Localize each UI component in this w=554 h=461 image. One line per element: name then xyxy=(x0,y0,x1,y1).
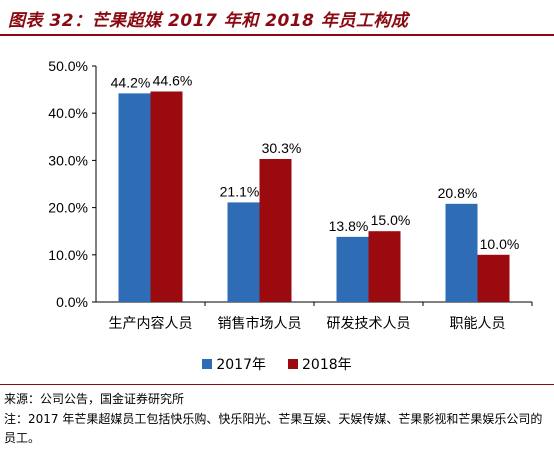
bar-chart: 0.0% 10.0% 20.0% 30.0% 40.0% 50.0% 生产内容人员 44.2%… xyxy=(48,58,533,332)
legend: 2017年 2018年 xyxy=(0,354,554,374)
title-rule xyxy=(0,34,554,36)
bar-2017 xyxy=(445,203,478,302)
data-label: 44.6% xyxy=(153,72,193,88)
legend-label-2018: 2018年 xyxy=(302,357,352,373)
data-label: 44.2% xyxy=(111,74,151,90)
source-text: 来源：公司公告，国金证券研究所 xyxy=(4,392,185,406)
bar-2017 xyxy=(118,93,151,302)
y-tick-label: 40.0% xyxy=(48,105,88,121)
y-tick-label: 0.0% xyxy=(56,294,88,310)
legend-swatch-2018 xyxy=(288,359,298,369)
y-tick-label: 20.0% xyxy=(48,200,88,216)
legend-item-2018: 2018年 xyxy=(288,354,352,374)
data-label: 15.0% xyxy=(371,212,411,228)
bar-2018 xyxy=(477,254,510,302)
note-text: 注：2017 年芒果超媒员工包括快乐购、快乐阳光、芒果互娱、天娱传媒、芒果影视和… xyxy=(4,412,543,445)
y-tick-label: 50.0% xyxy=(48,58,88,74)
bar-2017 xyxy=(336,236,369,302)
x-category-label: 职能人员 xyxy=(450,316,506,332)
bar-2018 xyxy=(259,158,292,302)
y-tick-label: 30.0% xyxy=(48,152,88,168)
data-label: 13.8% xyxy=(329,218,369,234)
bar-2017 xyxy=(227,202,260,302)
footer-rule xyxy=(0,384,554,385)
y-tick-label: 10.0% xyxy=(48,247,88,263)
legend-swatch-2017 xyxy=(202,359,213,369)
data-label: 20.8% xyxy=(438,185,478,201)
x-category-label: 研发技术人员 xyxy=(327,316,411,332)
legend-label-2017: 2017年 xyxy=(216,357,266,373)
bar-2018 xyxy=(150,91,183,302)
data-label: 30.3% xyxy=(262,140,302,156)
x-category-label: 生产内容人员 xyxy=(109,315,193,332)
legend-item-2017: 2017年 xyxy=(202,354,266,374)
x-category-label: 销售市场人员 xyxy=(218,315,302,332)
bar-2018 xyxy=(368,231,401,302)
data-label: 21.1% xyxy=(220,183,260,199)
data-label: 10.0% xyxy=(480,236,520,252)
chart-title: 图表 32：芒果超媒 2017 年和 2018 年员工构成 xyxy=(8,11,409,31)
